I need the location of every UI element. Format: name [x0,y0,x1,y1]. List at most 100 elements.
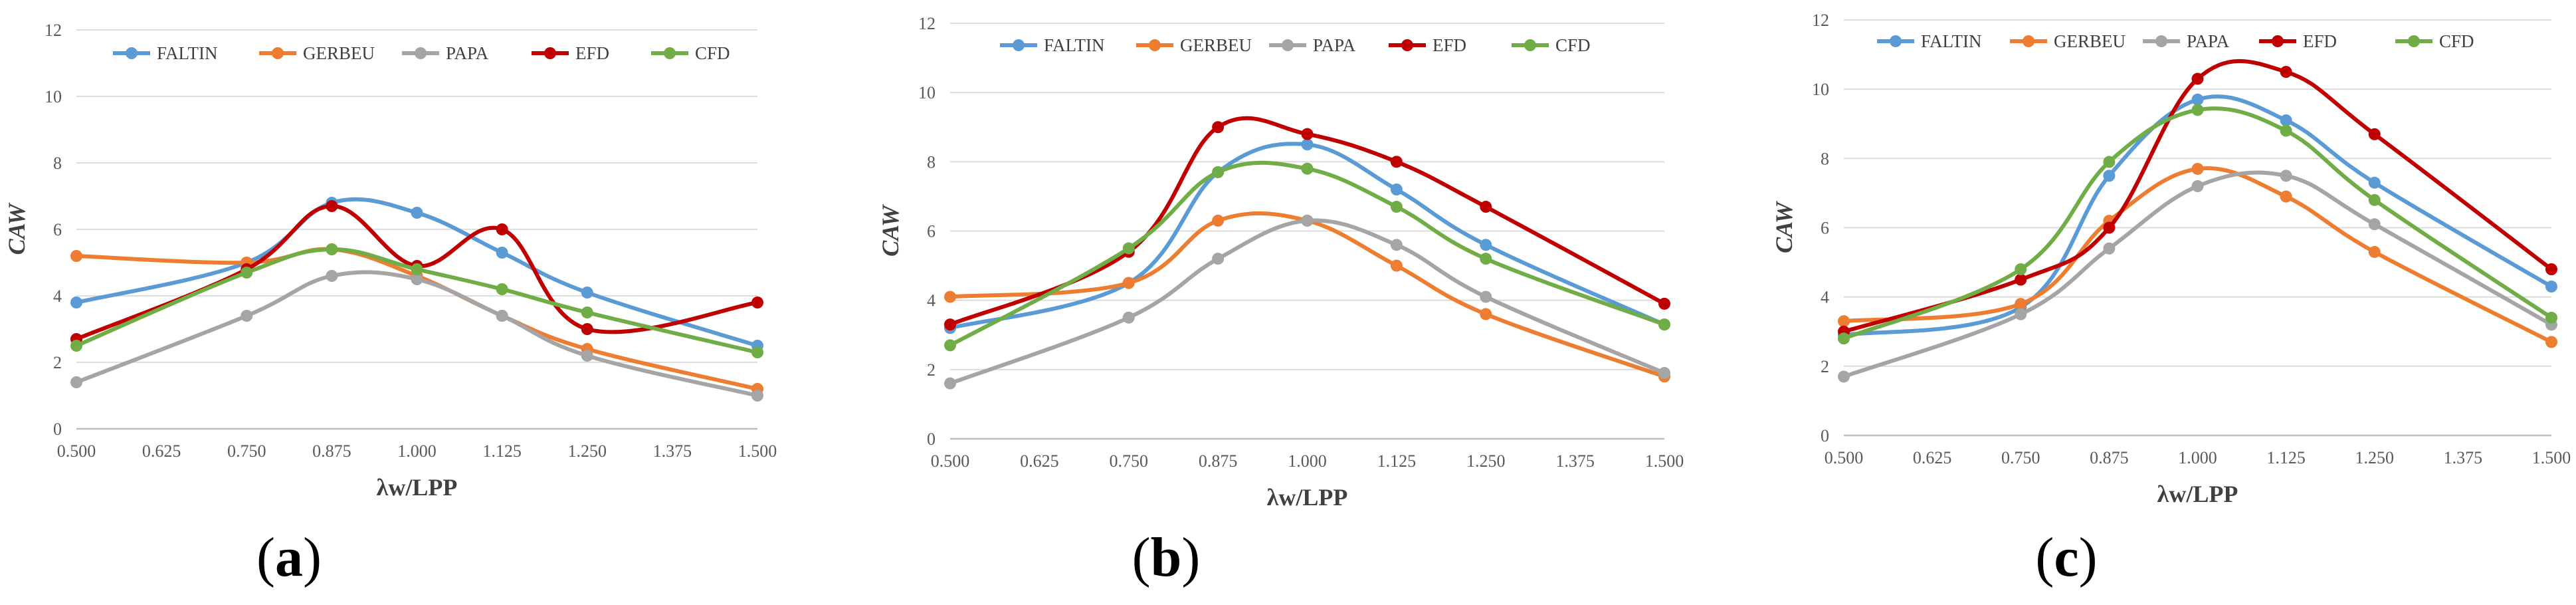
caption-a-label: a [275,527,303,588]
data-point-papa [944,377,956,390]
data-point-faltin [1390,183,1403,195]
data-point-cfd [1390,201,1403,213]
data-point-cfd [581,306,593,318]
data-point-cfd [2368,193,2381,206]
y-tick-label: 10 [1812,80,1829,99]
x-tick-label: 1.000 [1288,451,1327,471]
data-point-efd [2545,263,2557,275]
series-line-faltin [1842,94,2553,337]
data-point-faltin [2368,176,2381,189]
x-tick-label: 0.500 [57,441,96,461]
data-point-gerbeu [1390,259,1403,272]
legend-marker-gerbeu [2023,35,2034,47]
x-tick-label: 1.000 [397,441,437,461]
data-point-gerbeu [2191,162,2204,175]
legend-marker-papa [1282,39,1294,51]
x-tick-label: 1.250 [2355,448,2395,467]
data-point-efd [1390,156,1403,168]
data-point-faltin [1480,239,1492,251]
x-tick-label: 1.375 [1555,451,1595,471]
y-tick-label: 12 [45,21,62,40]
y-tick-label: 2 [1821,357,1829,376]
data-point-faltin [581,287,593,299]
data-point-papa [1390,239,1403,251]
data-point-papa [1838,370,1850,383]
legend-marker-faltin [1013,39,1025,51]
y-tick-label: 4 [1821,288,1829,307]
x-tick-label: 1.125 [2266,448,2306,467]
x-axis-label: λw/LPP [1267,484,1348,511]
legend-label-faltin: FALTIN [1921,31,1982,51]
legend-label-efd: EFD [1433,35,1466,55]
y-tick-label: 0 [53,420,62,439]
data-point-papa [751,390,763,402]
data-point-papa [1480,291,1492,303]
legend-marker-cfd [2408,35,2420,47]
data-point-efd [2368,128,2381,140]
x-tick-label: 1.125 [482,441,522,461]
chart-b-svg: 0 2 4 6 8 10 12 0.500 0.625 0.750 0.875 1.000 1.125 1… [877,14,1684,511]
x-axis-label: λw/LPP [377,474,458,501]
y-tick-label: 8 [53,154,62,173]
data-point-gerbeu [2368,245,2381,258]
x-tick-label: 0.750 [2001,448,2040,467]
data-point-cfd [1301,162,1314,175]
data-point-papa [1301,214,1314,227]
data-point-papa [326,270,338,282]
data-point-efd [1212,121,1225,134]
data-point-faltin [411,207,423,219]
caption-b-label: b [1150,527,1182,588]
data-point-efd [944,318,956,331]
legend-marker-papa [415,47,427,59]
legend-marker-faltin [126,47,138,59]
y-tick-label: 2 [927,360,936,380]
data-point-papa [581,350,593,362]
legend-marker-gerbeu [272,47,284,59]
legend-label-efd: EFD [575,43,609,63]
y-axis-label: CAW [3,202,30,255]
data-point-faltin [70,297,82,308]
legend-marker-papa [2155,35,2167,47]
y-tick-label: 10 [45,87,62,106]
y-axis-label: CAW [1771,200,1797,253]
x-tick-label: 1.125 [1377,451,1417,471]
x-tick-label: 1.500 [2532,448,2571,467]
data-point-papa [2280,170,2292,182]
x-tick-label: 1.375 [653,441,692,461]
y-axis-label: CAW [877,203,904,257]
legend-label-cfd: CFD [2439,31,2474,51]
data-point-papa [2191,180,2204,192]
y-tick-label: 6 [927,222,936,241]
data-point-faltin [2545,281,2557,293]
y-tick-label: 8 [1821,149,1829,168]
y-tick-label: 10 [918,83,936,102]
data-point-efd [1301,128,1314,140]
y-tick-label: 0 [1821,426,1829,445]
legend-marker-faltin [1890,35,1902,47]
data-point-gerbeu [1480,308,1492,320]
data-point-papa [1658,367,1670,380]
legend-label-papa: PAPA [446,43,489,63]
chart-panel-b: 0 2 4 6 8 10 12 0.500 0.625 0.750 0.875 1.000 1.125 1… [857,0,1694,605]
data-point-cfd [496,283,508,295]
x-tick-label: 1.500 [738,441,777,461]
data-point-papa [496,310,508,322]
y-tick-label: 8 [927,152,936,172]
data-point-efd [326,200,338,212]
chart-panel-c: 0 2 4 6 8 10 12 0.500 0.625 0.750 0.875 1.000 1.125 1… [1741,0,2576,605]
caption-c-label: c [2054,527,2079,588]
y-tick-label: 12 [1812,11,1829,30]
x-tick-label: 1.500 [1645,451,1684,471]
data-point-faltin [2103,170,2116,182]
chart-a-svg: 0 2 4 6 8 10 12 0.500 0.625 0.750 0.875 1.000 1.125 1… [3,21,777,501]
legend-label-cfd: CFD [695,43,730,63]
y-tick-label: 4 [53,287,62,306]
data-point-cfd [1838,332,1850,345]
data-point-efd [2280,66,2292,78]
data-point-papa [241,310,253,322]
data-point-cfd [1122,242,1135,255]
x-tick-label: 1.375 [2444,448,2483,467]
data-point-efd [1480,201,1492,213]
data-point-efd [1658,297,1670,310]
